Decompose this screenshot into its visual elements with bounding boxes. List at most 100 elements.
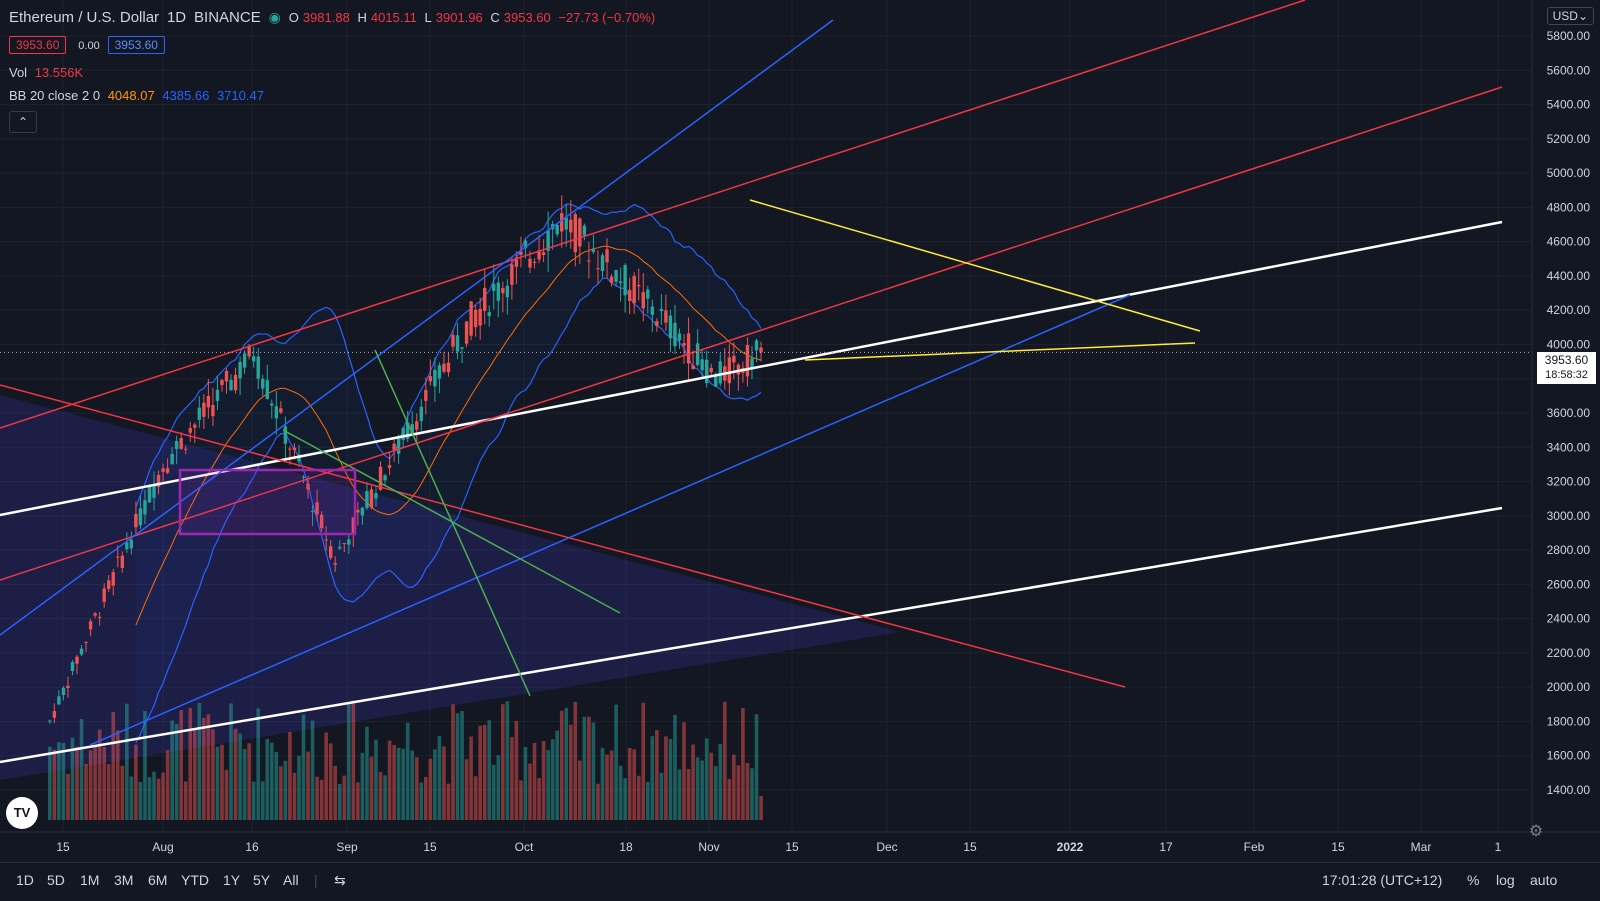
range-1y-button[interactable]: 1Y [223,872,241,888]
volume-bar [704,738,709,820]
interval-label[interactable]: 1D [166,9,187,26]
volume-bar [224,769,229,820]
candle-body [88,621,93,630]
volume-bar [220,744,224,820]
price-chart[interactable]: 5800.00 5600.00 5400.00 5200.00 5000.00 4800.… [0,0,1600,862]
candle-body [623,265,627,296]
volume-bar [61,743,66,820]
sell-price-button[interactable]: 3953.60 [9,36,67,54]
volume-bar [510,737,514,820]
close-value: 3953.60 [503,10,551,25]
volume-legend[interactable]: Vol 13.556K [9,65,87,80]
candle-body [338,546,342,549]
candle-body [569,219,573,233]
volume-bar [718,744,723,820]
candle-body [469,301,473,336]
candle-body [537,250,541,260]
volume-bar [84,763,88,820]
candle-body [297,454,301,462]
auto-scale-toggle[interactable]: auto [1530,872,1558,888]
volume-bar [405,722,410,820]
candle-body [510,264,514,285]
volume-bar [70,737,75,820]
volume-bar [97,729,102,820]
candle-body [319,514,324,529]
candle-body [288,448,292,450]
candle-body [659,308,664,312]
candle-body [301,476,306,478]
volume-bar [356,782,360,820]
log-scale-toggle[interactable]: log [1496,872,1515,888]
volume-bar [292,772,297,820]
candle-body [138,508,143,526]
range-1m-button[interactable]: 1M [80,872,100,888]
candle-body [483,287,487,311]
volume-bar [310,720,315,820]
range-all-button[interactable]: All [283,872,299,888]
range-3m-button[interactable]: 3M [114,872,134,888]
bollinger-band-fill [135,204,762,743]
volume-bar [347,703,351,820]
currency-selector[interactable]: USD⌄ [1546,7,1594,25]
time-axis-label: 15 [56,840,70,854]
candle-body [446,362,451,373]
candle-body [487,312,491,317]
candle-body [220,380,224,386]
range-6m-button[interactable]: 6M [148,872,168,888]
range-ytd-button[interactable]: YTD [181,872,209,888]
time-axis-label: 17 [1159,840,1173,854]
candle-body [745,345,750,377]
range-5y-button[interactable]: 5Y [253,872,271,888]
bollinger-legend[interactable]: BB 20 close 2 0 4048.07 4385.66 3710.47 [9,88,268,103]
range-5d-button[interactable]: 5D [47,872,65,888]
candle-body [754,340,759,351]
buy-price-button[interactable]: 3953.60 [107,36,165,54]
candle-body [57,696,61,705]
price-axis-label: 2600.00 [1547,577,1591,591]
candle-body [401,428,405,440]
candle-body [714,374,718,387]
volume-bar [691,744,695,820]
candle-body [442,363,446,372]
time-axis-label: 18 [619,840,633,854]
currency-label: USD [1552,9,1578,23]
collapse-legend-button[interactable]: ⌃ [9,111,37,133]
date-range-icon[interactable]: ⇆ [334,872,346,888]
candle-body [492,284,496,291]
percent-scale-toggle[interactable]: % [1467,872,1480,888]
volume-bar [473,776,478,820]
volume-bar [297,755,301,820]
candle-body [378,466,383,490]
range-1d-button[interactable]: 1D [16,872,34,888]
candle-body [333,563,337,565]
volume-bar [446,783,451,820]
open-value: 3981.88 [302,10,350,25]
volume-bar [419,782,424,820]
candle-body [70,662,75,672]
symbol-name[interactable]: Ethereum / U.S. Dollar [9,9,160,26]
clock-timezone[interactable]: 17:01:28 (UTC+12) [1322,872,1443,888]
candle-body [256,356,260,379]
volume-bar [360,752,365,820]
candle-body [451,334,455,347]
candle-body [406,422,410,439]
tradingview-logo-icon[interactable]: TV [6,797,38,829]
candle-body [464,321,469,344]
volume-bar [374,739,378,820]
candle-body [179,438,183,449]
candle-body [247,345,251,357]
candle-body [627,289,632,301]
candle-body [455,335,460,352]
volume-bar [555,730,559,820]
volume-bar [614,704,618,820]
volume-bar [623,778,627,820]
candle-body [609,276,614,283]
volume-bar [351,700,356,820]
candle-body [116,556,120,558]
volume-bar [695,757,700,820]
candle-body [233,374,238,391]
volume-bar [732,754,736,820]
price-axis-label: 4000.00 [1547,337,1591,351]
exchange-label: BINANCE [194,9,261,26]
volume-bar [206,714,211,820]
